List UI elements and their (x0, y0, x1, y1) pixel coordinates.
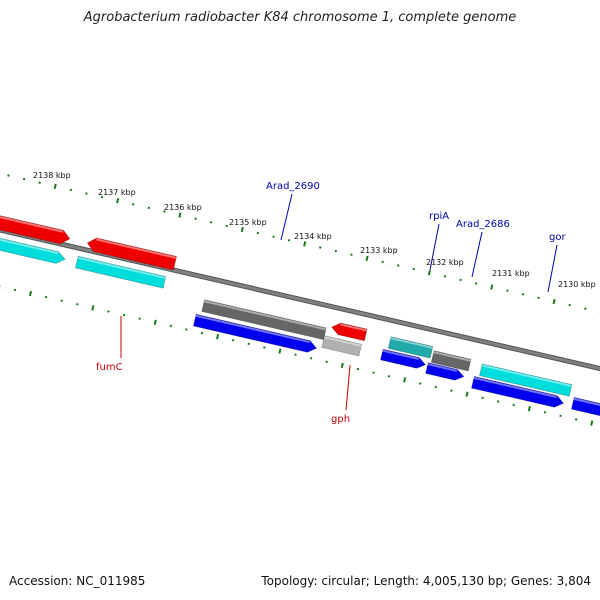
gene-label-gph: gph (331, 414, 350, 425)
gene-label-Arad_2690: Arad_2690 (266, 181, 320, 192)
inner-tick (216, 334, 220, 340)
gene-label-fumC: fumC (96, 362, 123, 373)
feature-highlight (390, 337, 433, 349)
feature-layer (0, 215, 600, 417)
inner-tick (590, 420, 594, 426)
feature-gph-cds (321, 335, 363, 357)
page-title: Agrobacterium radiobacter K84 chromosome… (83, 10, 517, 25)
gene-label-leader (547, 244, 558, 293)
tick-label: 2132 kbp (426, 258, 464, 267)
inner-tick (91, 305, 95, 311)
feature-fumC-cds (74, 255, 167, 289)
outer-tick (53, 183, 57, 189)
feature-rpiA (387, 336, 434, 359)
inner-tick (278, 348, 282, 354)
gene-label-gor: gor (549, 232, 566, 243)
tick-label: 2133 kbp (360, 246, 398, 255)
gene-label-leader (280, 193, 293, 241)
feature-fumC (86, 237, 178, 271)
feature-highlight (323, 336, 362, 347)
tick-label: 2131 kbp (492, 269, 530, 278)
feature-highlight (96, 238, 177, 259)
feature-gph (331, 322, 368, 342)
backbone-shadow (0, 227, 600, 372)
feature-highlight (77, 256, 166, 279)
feature-rpiA-cds (380, 348, 427, 369)
backbone (0, 228, 600, 371)
feature-cyan-left (0, 237, 66, 264)
outer-tick (240, 226, 244, 233)
inner-tick (340, 362, 344, 369)
tick-layer: 2138 kbp 2137 kbp 2136 kbp 2135 kbp 2134 kbp… (0, 171, 600, 426)
gene-label-rpiA: rpiA (429, 211, 449, 222)
outer-tick (365, 255, 369, 261)
feature-highlight (573, 397, 600, 406)
feature-highlight (433, 351, 471, 362)
tick-label: 2138 kbp (33, 171, 71, 180)
tick-label: 2137 kbp (98, 188, 136, 197)
feature-highlight (0, 238, 59, 255)
outer-tick (116, 198, 120, 204)
tick-label: 2136 kbp (164, 203, 202, 212)
feature-Arad_2690-cds (192, 313, 318, 353)
tick-label: 2135 kbp (229, 218, 267, 227)
feature-gor (479, 363, 573, 397)
feature-Arad_2686 (430, 350, 472, 372)
outer-tick (490, 284, 494, 290)
feature-red-left (0, 215, 71, 245)
inner-tick (153, 319, 157, 325)
gene-label-leader (471, 231, 483, 278)
genome-summary-text: Topology: circular; Length: 4,005,130 bp… (261, 574, 591, 588)
gene-label-Arad_2686: Arad_2686 (456, 219, 510, 230)
feature-highlight (382, 349, 419, 360)
feature-highlight (340, 323, 367, 332)
backbone-layer (0, 227, 600, 372)
tick-label: 2134 kbp (294, 232, 332, 241)
inner-tick (28, 290, 33, 297)
outer-tick (427, 270, 431, 276)
feature-edge-cds (570, 396, 600, 417)
gene-label-leader (345, 364, 351, 411)
tick-label: 2130 kbp (558, 280, 596, 289)
feature-highlight (473, 376, 557, 398)
feature-highlight (203, 300, 327, 331)
feature-highlight (481, 364, 572, 388)
inner-tick (465, 391, 469, 397)
feature-Arad_2686-cds (425, 362, 465, 381)
feature-highlight (195, 314, 310, 344)
feature-highlight (427, 363, 458, 372)
accession-text: Accession: NC_011985 (9, 574, 146, 588)
outer-tick (303, 241, 307, 247)
gene-label-leader (429, 223, 440, 271)
feature-highlight (0, 216, 64, 233)
outer-tick (552, 298, 556, 305)
inner-tick (527, 406, 531, 412)
feature-gor-cds (471, 375, 565, 408)
inner-tick (403, 377, 407, 383)
outer-tick (178, 212, 182, 218)
